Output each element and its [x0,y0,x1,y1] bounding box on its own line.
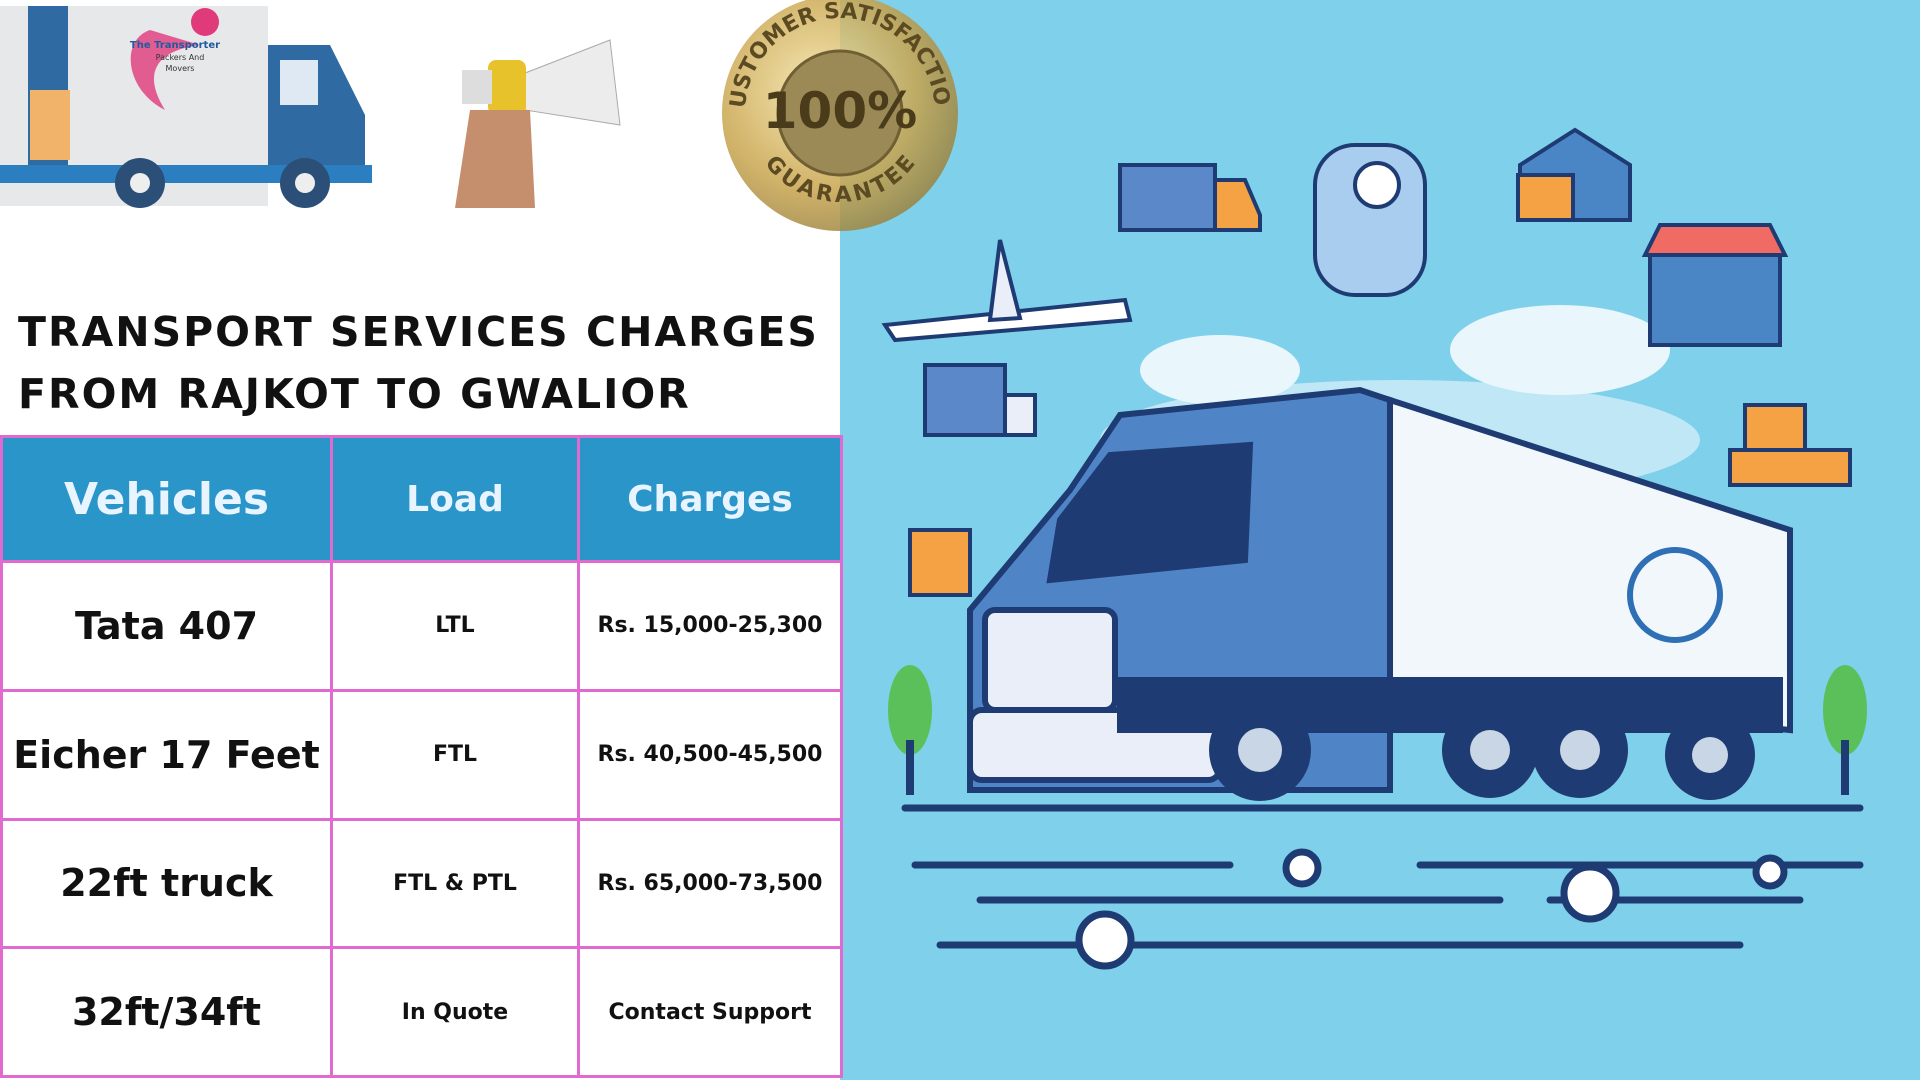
table-cell: FTL & PTL [330,817,580,950]
table-cell: Rs. 65,000-73,500 [577,817,843,950]
table-cell: 32ft/34ft [0,946,333,1078]
title-line: TRANSPORT SERVICES CHARGES [18,308,819,356]
table-row: Eicher 17 Feet FTL Rs. 40,500-45,500 [0,688,843,821]
megaphone-icon [455,39,621,208]
road-lines [901,804,1864,970]
header-cell: Charges [577,435,843,563]
table-cell: Contact Support [577,946,843,1078]
table-cell: FTL [330,688,580,821]
table-cell: Rs. 40,500-45,500 [577,688,843,821]
badge-center: 100% [763,82,917,140]
logo-text: Packers And [156,53,205,62]
table-row: 22ft truck FTL & PTL Rs. 65,000-73,500 [0,817,843,950]
table-body: Tata 407 LTL Rs. 15,000-25,300 Eicher 17 Fe… [0,560,843,1078]
table-cell: In Quote [330,946,580,1078]
table-cell: 22ft truck [0,817,333,950]
big-truck [967,386,1793,801]
table-cell: Eicher 17 Feet [0,688,333,821]
mover-truck-icon: The Transporter Packers And Movers [0,6,372,208]
header-cell: Vehicles [0,435,333,563]
table-row: 32ft/34ft In Quote Contact Support [0,946,843,1078]
charges-table: Vehicles Load Charges Tata 407 LTL Rs. 15,… [0,435,843,1078]
title-line: FROM RAJKOT TO GWALIOR [18,370,691,418]
header-cell: Load [330,435,580,563]
small-icons [881,127,1852,597]
logo-text: The Transporter [130,40,220,51]
logo-text: Movers [166,64,195,73]
table-cell: Tata 407 [0,560,333,692]
table-cell: LTL [330,560,580,692]
table-row: Tata 407 LTL Rs. 15,000-25,300 [0,560,843,692]
table-cell: Rs. 15,000-25,300 [577,560,843,692]
trees [888,665,1867,795]
header-row: Vehicles Load Charges [0,435,843,563]
